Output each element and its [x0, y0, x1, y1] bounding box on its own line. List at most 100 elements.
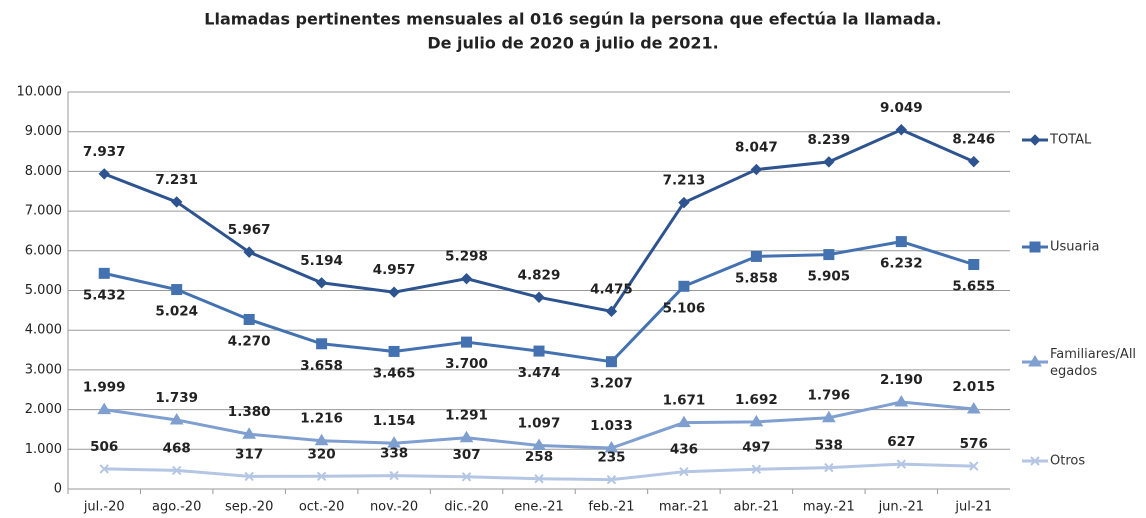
data-label: 3.700	[445, 356, 488, 372]
marker	[821, 410, 836, 423]
x-tick-label: ene.-21	[514, 500, 564, 515]
marker	[460, 272, 473, 285]
legend-label: Otros	[1050, 454, 1085, 469]
data-label: 3.465	[373, 365, 416, 381]
data-label: 497	[742, 439, 770, 455]
marker	[170, 196, 183, 208]
data-label: 5.024	[155, 304, 198, 320]
marker	[894, 395, 909, 407]
data-label: 258	[525, 449, 553, 465]
data-label: 338	[380, 446, 408, 462]
data-label: 1.671	[663, 393, 706, 409]
series-line	[104, 462, 974, 482]
y-tick-label: 6.000	[25, 243, 62, 258]
data-label: 5.905	[807, 269, 850, 285]
marker	[823, 249, 835, 261]
marker	[316, 471, 327, 482]
data-label: 6.232	[880, 256, 923, 272]
x-tick-label: dic.-20	[444, 500, 488, 515]
marker	[604, 441, 619, 453]
marker	[533, 345, 545, 357]
marker	[98, 168, 110, 180]
marker	[605, 356, 617, 368]
chart-title: Llamadas pertinentes mensuales al 016 se…	[204, 10, 941, 29]
marker	[388, 345, 400, 357]
data-label: 1.999	[83, 380, 126, 396]
data-label: 2.015	[952, 379, 995, 395]
data-label: 5.967	[228, 222, 271, 238]
marker	[169, 412, 184, 425]
marker	[532, 438, 546, 450]
marker	[314, 433, 329, 446]
marker	[606, 474, 617, 485]
data-label: 1.291	[445, 408, 488, 424]
data-label: 8.047	[735, 140, 778, 156]
marker	[1029, 241, 1041, 253]
marker	[749, 414, 764, 427]
data-label: 538	[815, 438, 843, 454]
data-label: 1.154	[373, 413, 416, 429]
marker	[605, 305, 618, 318]
marker	[750, 250, 762, 262]
marker	[243, 313, 255, 325]
data-label: 8.246	[952, 132, 995, 148]
data-label: 307	[452, 447, 480, 463]
marker	[533, 291, 545, 303]
marker	[1029, 134, 1041, 146]
y-tick-label: 2.000	[25, 402, 62, 417]
x-tick-label: abr.-21	[734, 500, 780, 515]
marker	[679, 466, 689, 477]
marker	[678, 196, 690, 209]
marker	[98, 267, 110, 279]
marker	[968, 155, 980, 168]
data-label: 5.106	[663, 300, 706, 316]
marker	[824, 462, 834, 473]
x-tick-label: mar.-21	[659, 500, 709, 515]
x-tick-label: sep.-20	[225, 500, 273, 515]
y-tick-label: 0	[54, 482, 62, 497]
x-tick-label: jun.-21	[878, 500, 924, 515]
data-label: 5.298	[445, 249, 488, 265]
data-label: 8.239	[807, 132, 850, 148]
marker	[534, 474, 544, 484]
data-label: 506	[90, 439, 118, 455]
data-label: 9.049	[880, 100, 923, 116]
data-label: 4.829	[518, 267, 561, 283]
marker	[677, 415, 691, 428]
marker	[968, 258, 980, 270]
x-tick-label: ago.-20	[152, 500, 201, 515]
data-label: 1.380	[228, 404, 271, 420]
marker	[896, 459, 907, 469]
marker	[389, 470, 399, 481]
data-label: 2.190	[880, 372, 923, 388]
data-label: 1.692	[735, 392, 778, 408]
x-tick-label: nov.-20	[370, 500, 418, 515]
marker	[315, 277, 328, 289]
y-tick-label: 5.000	[25, 283, 62, 298]
marker	[966, 402, 981, 414]
data-label: 3.658	[300, 358, 343, 374]
y-tick-label: 4.000	[25, 323, 62, 338]
marker	[316, 338, 328, 350]
marker	[243, 246, 255, 258]
data-label: 320	[308, 446, 336, 462]
marker	[895, 236, 907, 248]
x-tick-label: may.-21	[803, 500, 855, 515]
marker	[751, 464, 762, 474]
x-tick-label: jul-21	[954, 500, 992, 515]
marker	[99, 464, 109, 474]
data-label: 7.937	[83, 144, 126, 160]
marker	[461, 472, 472, 482]
marker	[750, 163, 763, 176]
data-label: 7.213	[663, 173, 706, 189]
marker	[678, 280, 690, 292]
chart-subtitle: De julio de 2020 a julio de 2021.	[427, 34, 718, 53]
data-label: 5.858	[735, 270, 778, 286]
marker	[823, 156, 835, 168]
marker	[97, 402, 112, 415]
data-label: 7.231	[155, 172, 198, 188]
marker	[387, 436, 401, 448]
data-label: 627	[887, 434, 915, 450]
data-label: 468	[163, 440, 191, 456]
